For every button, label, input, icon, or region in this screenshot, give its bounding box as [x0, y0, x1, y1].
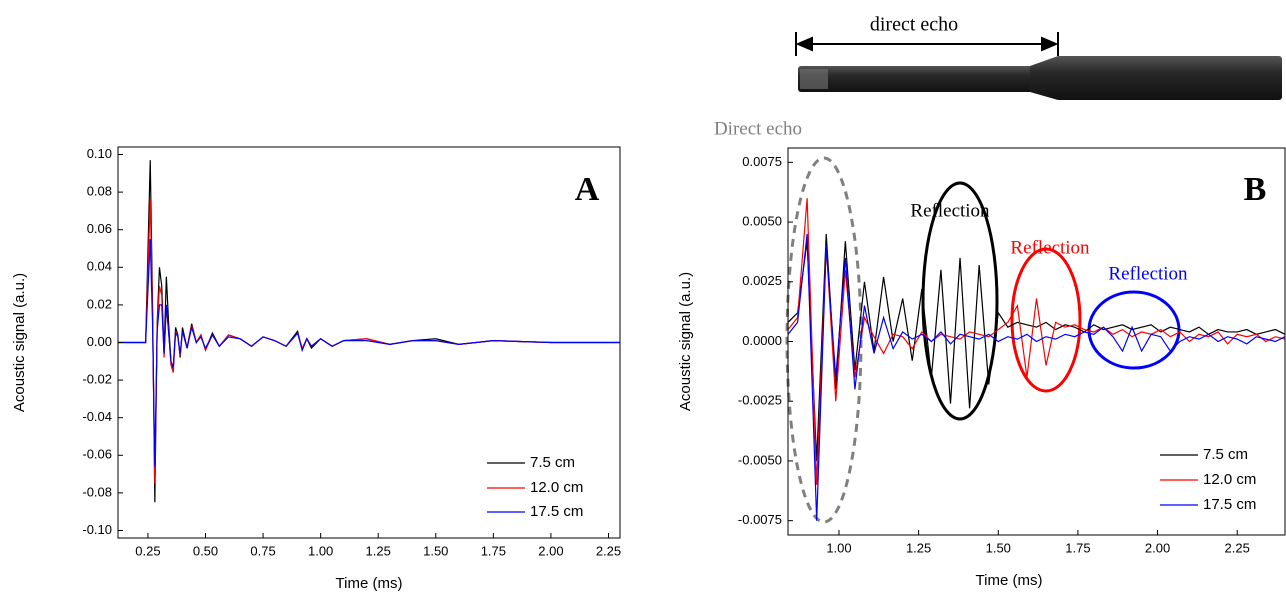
x-tick-label: 1.25: [366, 543, 391, 558]
y-tick-label: 0.0050: [742, 213, 782, 228]
y-tick-label: -0.04: [82, 409, 112, 424]
highlight-ellipse: [785, 156, 863, 524]
x-axis-title: Time (ms): [976, 572, 1043, 589]
annotation: Reflection: [1010, 237, 1090, 258]
series-line: [788, 198, 1285, 485]
x-tick-label: 1.50: [423, 543, 448, 558]
x-tick-label: 2.00: [1145, 540, 1170, 555]
y-tick-label: 0.06: [87, 221, 112, 236]
microphone-photo: [798, 56, 1282, 100]
highlight-ellipse: [1087, 290, 1181, 370]
legend-label: 7.5 cm: [1203, 446, 1248, 463]
y-tick-label: 0.0000: [742, 333, 782, 348]
x-tick-label: 1.75: [1065, 540, 1090, 555]
y-axis-title: Acoustic signal (a.u.): [11, 273, 28, 412]
x-tick-label: 1.25: [906, 540, 931, 555]
y-tick-label: -0.02: [82, 372, 112, 387]
y-tick-label: -0.06: [82, 447, 112, 462]
x-tick-label: 2.25: [596, 543, 621, 558]
legend-label: 17.5 cm: [530, 503, 583, 520]
series-line: [788, 233, 1285, 521]
x-tick-label: 1.75: [481, 543, 506, 558]
x-tick-label: 2.25: [1225, 540, 1250, 555]
x-tick-label: 0.50: [193, 543, 218, 558]
annotation: Direct echo: [714, 118, 802, 139]
legend-label: 17.5 cm: [1203, 496, 1256, 513]
x-tick-label: 1.00: [826, 540, 851, 555]
x-tick-label: 2.00: [538, 543, 563, 558]
x-tick-label: 1.00: [308, 543, 333, 558]
y-tick-label: 0.04: [87, 259, 112, 274]
y-tick-label: 0.10: [87, 146, 112, 161]
annotation: Reflection: [910, 200, 990, 221]
series-line: [118, 239, 620, 467]
y-tick-label: -0.0025: [738, 393, 782, 408]
y-tick-label: -0.0050: [738, 452, 782, 467]
y-tick-label: 0.08: [87, 184, 112, 199]
annotation: Reflection: [1108, 263, 1188, 284]
image-caption: direct echo: [870, 14, 958, 36]
series-line: [788, 233, 1285, 461]
y-axis-title: Acoustic signal (a.u.): [677, 272, 694, 411]
legend-label: 12.0 cm: [530, 479, 583, 496]
legend-label: 7.5 cm: [530, 454, 575, 471]
x-tick-label: 1.50: [986, 540, 1011, 555]
y-tick-label: -0.08: [82, 484, 112, 499]
legend-label: 12.0 cm: [1203, 471, 1256, 488]
panel-label: A: [575, 171, 600, 208]
dimension-arrow: [795, 32, 1059, 56]
y-tick-label: -0.0075: [738, 512, 782, 527]
y-tick-label: 0.0075: [742, 154, 782, 169]
y-tick-label: 0.00: [87, 334, 112, 349]
y-tick-label: -0.10: [82, 522, 112, 537]
y-tick-label: 0.02: [87, 296, 112, 311]
x-axis-title: Time (ms): [336, 575, 403, 592]
x-tick-label: 0.75: [250, 543, 275, 558]
x-tick-label: 0.25: [135, 543, 160, 558]
panel-label: B: [1244, 171, 1267, 208]
y-tick-label: 0.0025: [742, 273, 782, 288]
highlight-ellipse: [1010, 247, 1082, 393]
